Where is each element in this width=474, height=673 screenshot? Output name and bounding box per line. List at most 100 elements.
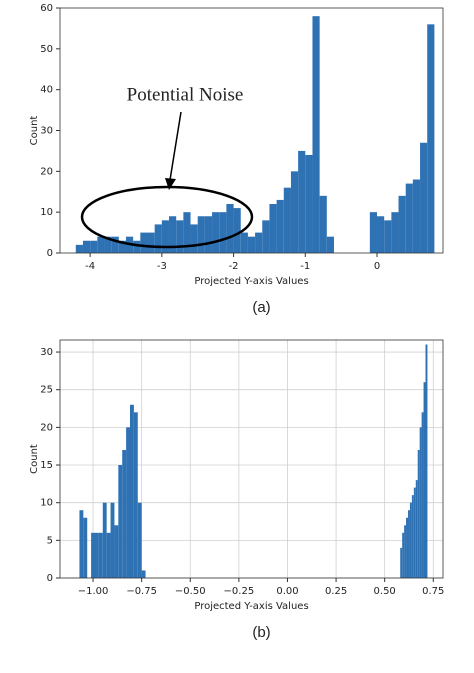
- bar: [405, 183, 413, 253]
- x-tick-label: 0.50: [374, 586, 396, 597]
- bar: [409, 502, 412, 578]
- axes-frame: [59, 339, 444, 579]
- bar: [90, 240, 98, 253]
- bar: [140, 232, 148, 253]
- bar: [420, 142, 428, 253]
- bar: [412, 179, 421, 253]
- x-tick-label: −1.00: [78, 586, 109, 597]
- bar: [122, 449, 127, 578]
- y-tick-label: 10: [40, 498, 53, 509]
- x-axis-label: Projected Y-axis Values: [194, 601, 308, 612]
- bar: [326, 236, 334, 253]
- bar: [79, 510, 84, 578]
- y-axis-label: Count: [29, 116, 40, 146]
- bar: [312, 16, 320, 253]
- bar: [290, 171, 299, 253]
- y-tick-label: 30: [40, 126, 53, 137]
- bar: [111, 236, 119, 253]
- bar: [425, 344, 428, 578]
- bar: [126, 427, 130, 578]
- bar: [411, 495, 414, 578]
- arrow-head: [165, 178, 176, 190]
- bar: [197, 216, 205, 253]
- bar: [369, 212, 378, 253]
- bar: [400, 547, 403, 578]
- bar: [391, 212, 399, 253]
- caption: (a): [252, 299, 270, 316]
- bar: [183, 212, 191, 253]
- bar: [417, 449, 420, 578]
- bar: [110, 502, 115, 578]
- bar: [398, 195, 406, 253]
- bar: [377, 216, 385, 253]
- bar: [384, 220, 392, 253]
- x-axis-label: Projected Y-axis Values: [194, 276, 308, 287]
- x-tick-label: −0.25: [224, 586, 255, 597]
- bar: [98, 532, 103, 578]
- noise-ellipse: [80, 185, 254, 249]
- bar: [91, 532, 95, 578]
- y-tick-label: 40: [40, 85, 53, 96]
- bar: [219, 212, 227, 253]
- bar: [75, 244, 83, 253]
- y-tick-label: 0: [47, 248, 53, 259]
- caption: (b): [252, 624, 270, 641]
- x-tick-label: −0.75: [126, 586, 157, 597]
- bar: [240, 232, 248, 253]
- bar: [408, 510, 410, 578]
- x-tick-label: 0.00: [276, 586, 298, 597]
- y-tick-label: 30: [40, 347, 53, 358]
- bar: [204, 216, 213, 253]
- bar: [97, 236, 105, 253]
- bar: [404, 525, 407, 578]
- bar: [106, 532, 111, 578]
- y-tick-label: 5: [47, 535, 53, 546]
- y-axis-label: Count: [29, 444, 40, 474]
- y-tick-label: 60: [40, 3, 53, 14]
- y-tick-label: 15: [40, 460, 53, 471]
- x-tick-label: -2: [229, 261, 239, 272]
- bar: [419, 427, 422, 578]
- bar: [298, 150, 306, 253]
- bar: [169, 216, 177, 253]
- plot: -4 -3 -2 -1 0 0 10 20 30 40 50 60 Projected Y-axis V…: [29, 3, 444, 316]
- bar: [423, 382, 426, 578]
- bar: [190, 224, 198, 253]
- bar: [247, 236, 256, 253]
- bar: [129, 404, 134, 578]
- bar: [262, 220, 270, 253]
- bar: [133, 240, 141, 253]
- x-tick-label: -4: [85, 261, 95, 272]
- x-tick-label: −0.50: [175, 586, 206, 597]
- bar: [212, 212, 220, 253]
- y-tick-label: 20: [40, 422, 53, 433]
- bar: [226, 204, 234, 253]
- bar: [102, 502, 107, 578]
- bar: [104, 236, 112, 253]
- bar: [319, 195, 327, 253]
- x-tick-label: 0: [374, 261, 380, 272]
- bar: [176, 220, 184, 253]
- bar: [94, 532, 99, 578]
- x-tick-label: 0.25: [325, 586, 347, 597]
- bar: [269, 204, 277, 253]
- bar: [406, 517, 409, 578]
- noise-annotation: Potential Noise: [80, 84, 254, 249]
- x-tick-label: -3: [157, 261, 167, 272]
- x-tick-label: -1: [300, 261, 310, 272]
- y-tick-label: 10: [40, 207, 53, 218]
- bar: [421, 412, 424, 578]
- bar: [141, 570, 146, 578]
- y-tick-label: 25: [40, 385, 53, 396]
- bar: [114, 525, 119, 578]
- bar: [413, 487, 416, 578]
- y-tick-label: 20: [40, 166, 53, 177]
- bar: [137, 502, 142, 578]
- bar: [118, 465, 123, 578]
- bar: [427, 24, 435, 254]
- bar: [402, 532, 405, 578]
- bar: [305, 155, 313, 253]
- y-tick-label: 50: [40, 44, 53, 55]
- x-tick-label: 0.75: [422, 586, 444, 597]
